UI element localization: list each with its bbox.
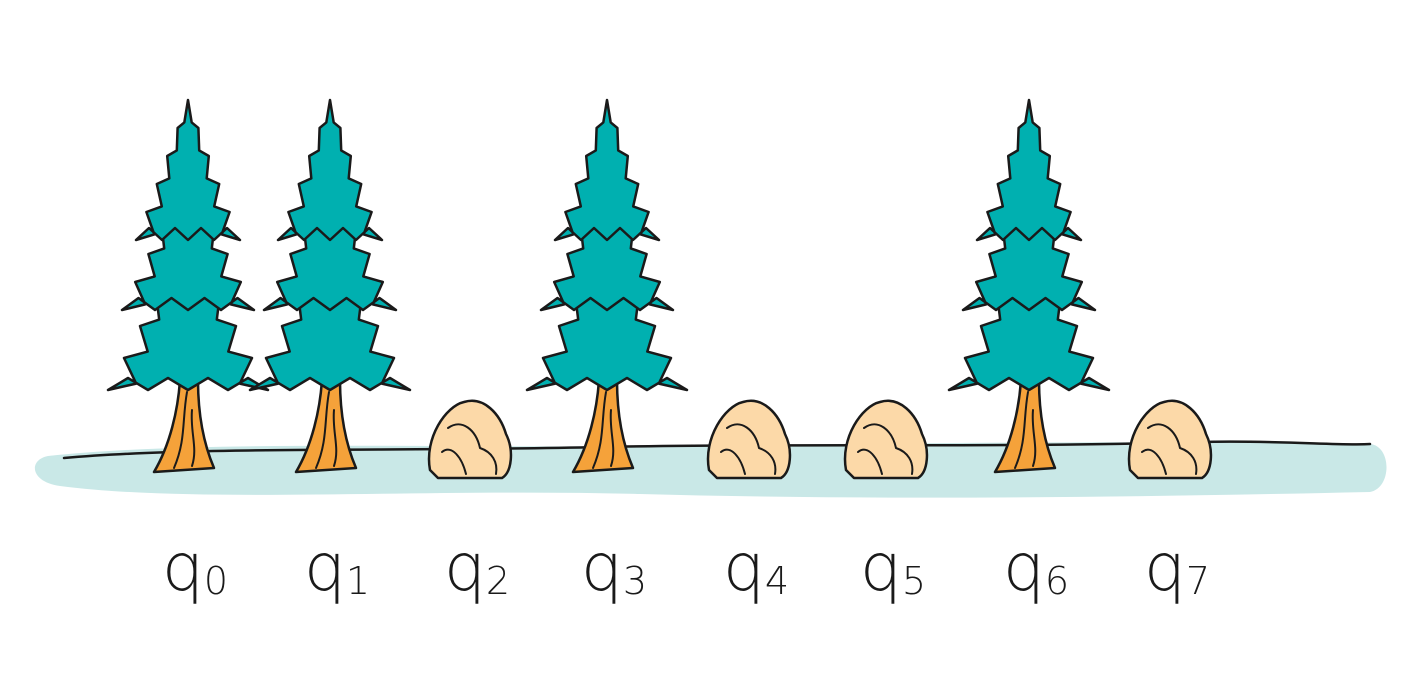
rock-crack-lines	[441, 423, 498, 475]
trunk-bark-line	[332, 409, 338, 467]
rock-crack-lines	[857, 423, 914, 475]
tree-foliage-tier	[553, 98, 661, 242]
item-label: q0	[162, 529, 228, 606]
rock-7	[1127, 399, 1213, 480]
label-base: q	[1144, 529, 1186, 606]
rock-4	[706, 399, 792, 480]
label-base: q	[860, 529, 902, 606]
item-label: q4	[723, 529, 789, 606]
item-label: q6	[1003, 529, 1069, 606]
label-base: q	[1003, 529, 1045, 606]
label-subscript: 0	[204, 559, 228, 603]
tree-1	[248, 98, 412, 474]
label-base: q	[162, 529, 204, 606]
label-subscript: 7	[1186, 559, 1210, 603]
items-layer	[106, 98, 1213, 480]
trunk-bark-line	[609, 409, 615, 467]
rock-2	[427, 399, 513, 480]
item-label: q1	[304, 529, 370, 606]
rock-5	[843, 399, 929, 480]
label-subscript: 2	[486, 559, 510, 603]
item-label: q2	[444, 529, 510, 606]
rock-crack-lines	[720, 423, 777, 475]
labels-layer: q0 q1 q2 q3 q4 q5 q6 q7	[162, 529, 1210, 606]
tree-3	[525, 98, 689, 474]
label-base: q	[581, 529, 623, 606]
label-base: q	[723, 529, 765, 606]
tree-foliage-tier	[975, 98, 1083, 242]
label-subscript: 1	[346, 559, 370, 603]
tree-foliage-tier	[134, 98, 242, 242]
rock-body	[1127, 399, 1213, 480]
trunk-bark-line	[315, 391, 330, 469]
item-label: q7	[1144, 529, 1210, 606]
trunk-bark-line	[190, 409, 196, 467]
label-subscript: 5	[902, 559, 926, 603]
rock-crack-lines	[1141, 423, 1198, 475]
label-subscript: 3	[623, 559, 647, 603]
item-label: q3	[581, 529, 647, 606]
rock-body	[427, 399, 513, 480]
tree-foliage-tier	[276, 98, 384, 242]
label-subscript: 4	[765, 559, 789, 603]
tree-0	[106, 98, 270, 474]
trunk-bark-line	[592, 391, 607, 469]
rock-body	[843, 399, 929, 480]
label-subscript: 6	[1045, 559, 1069, 603]
trunk-bark-line	[173, 391, 188, 469]
trunk-bark-line	[1031, 409, 1037, 467]
tree-6	[947, 98, 1111, 474]
label-base: q	[444, 529, 486, 606]
label-base: q	[304, 529, 346, 606]
trunk-bark-line	[1014, 391, 1029, 469]
rock-body	[706, 399, 792, 480]
item-label: q5	[860, 529, 926, 606]
